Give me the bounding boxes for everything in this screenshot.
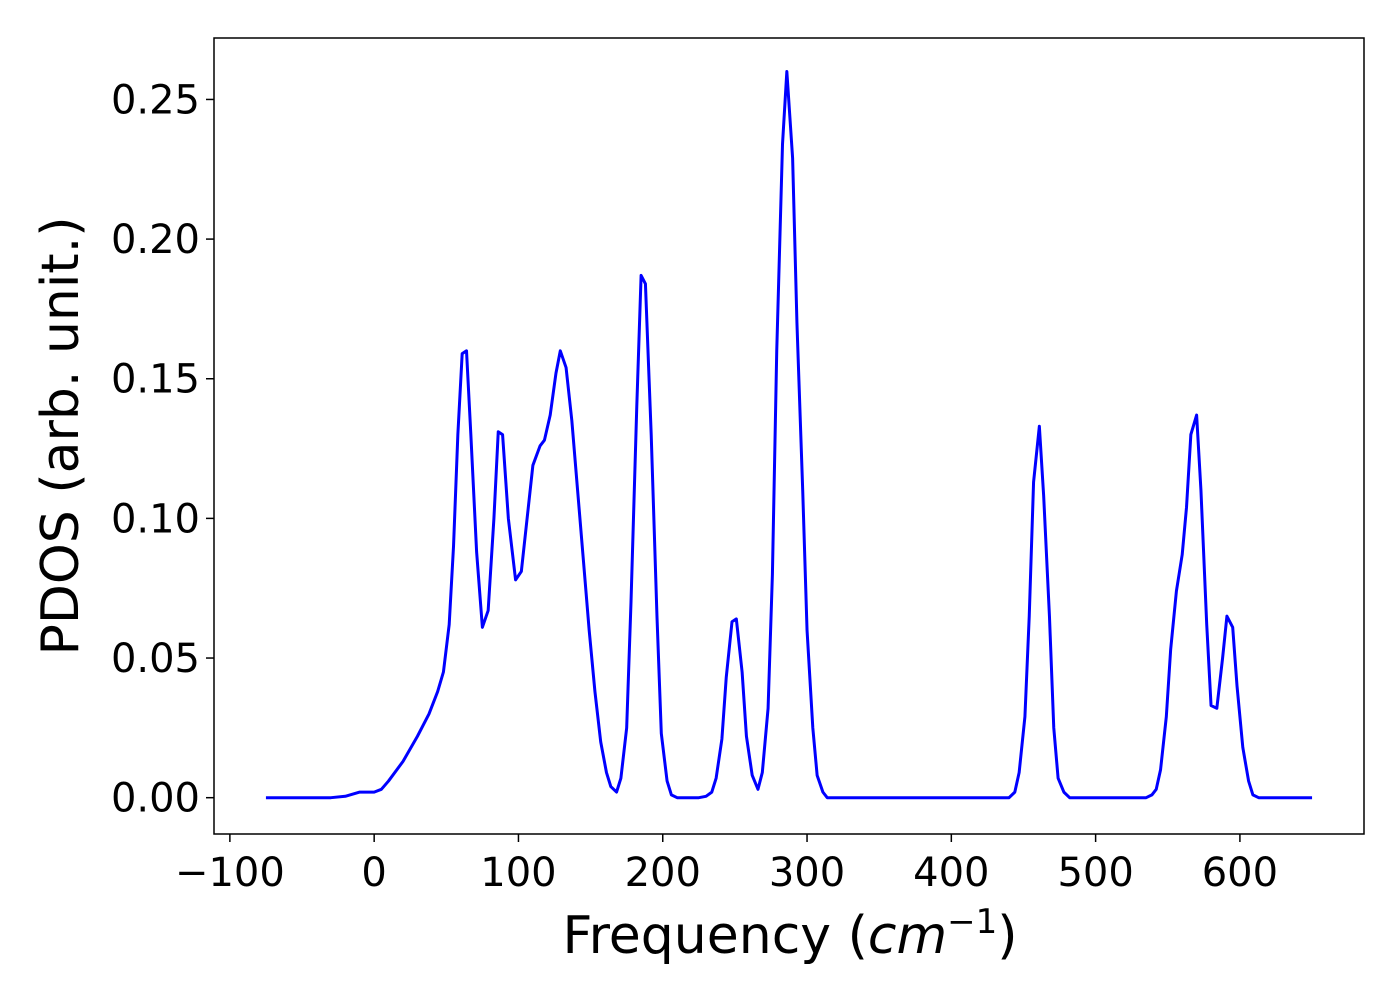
x-axis-label-end: ) [997,906,1017,966]
y-tick-label: 0.10 [111,496,200,542]
x-tick-label: 0 [361,850,386,896]
y-tick-label: 0.15 [111,357,200,403]
y-tick-label: 0.20 [111,217,200,263]
x-tick-label: 300 [769,850,845,896]
x-tick-label: 200 [625,850,701,896]
x-axis-label-exponent: −1 [947,902,997,942]
data-line [265,70,1313,800]
x-tick-label: 400 [913,850,989,896]
x-tick-label: 600 [1202,850,1278,896]
y-tick-label: 0.00 [111,776,200,822]
y-tick-label: 0.25 [111,77,200,123]
plot-frame [213,37,1365,835]
x-axis-label-unit: cm [868,906,947,966]
y-tick-label: 0.05 [111,636,200,682]
x-tick-label: −100 [175,850,285,896]
x-axis-label: Frequency (cm−1) [562,902,1017,966]
x-axis-label-text: Frequency ( [562,906,867,966]
x-tick-label: 500 [1057,850,1133,896]
y-axis-label: PDOS (arb. unit.) [31,216,91,655]
x-tick-label: 100 [480,850,556,896]
